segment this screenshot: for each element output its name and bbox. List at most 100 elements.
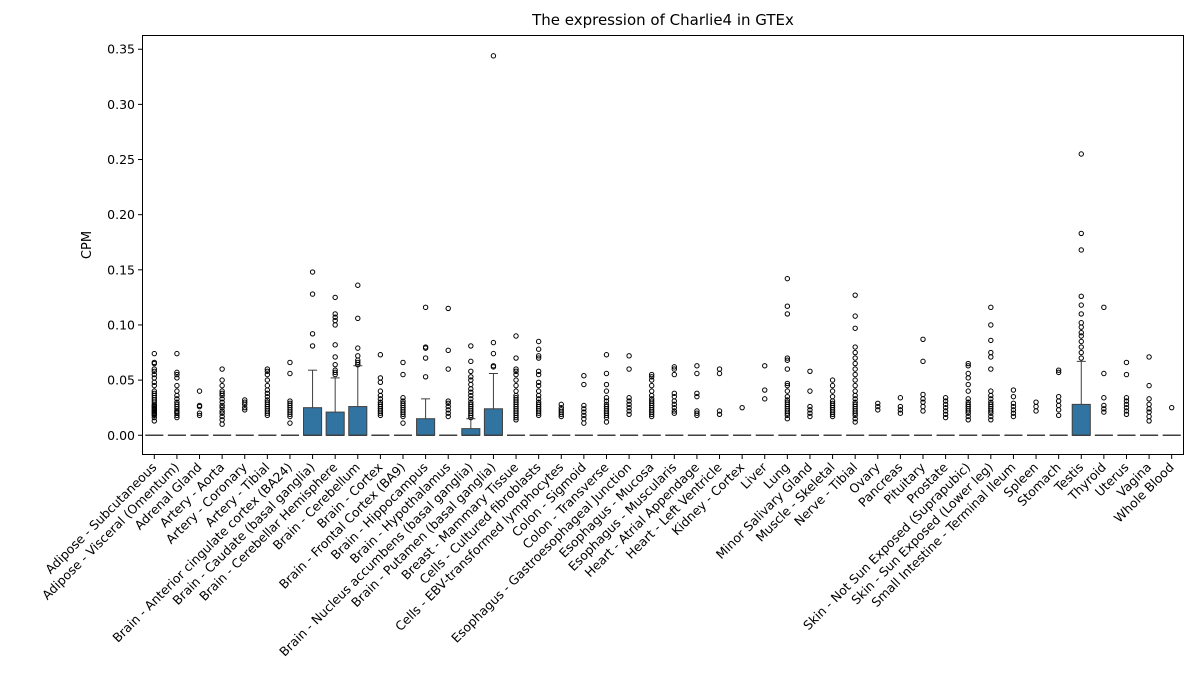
- outlier-point: [603, 388, 610, 394]
- outlier-point: [219, 396, 225, 402]
- outlier-point: [535, 396, 542, 402]
- outlier-point: [784, 303, 791, 309]
- outlier-point: [1078, 293, 1084, 299]
- outlier-point: [852, 388, 858, 394]
- outlier-point: [151, 366, 158, 372]
- outlier-point: [1055, 412, 1062, 419]
- outlier-point: [716, 370, 723, 377]
- outlier-point: [942, 404, 949, 411]
- outlier-point: [784, 382, 791, 389]
- outlier-point: [784, 388, 791, 394]
- outlier-point: [1078, 338, 1084, 345]
- outlier-point: [671, 364, 678, 370]
- outlier-point: [852, 371, 858, 378]
- outlier-point: [1123, 404, 1130, 411]
- outlier-point: [468, 377, 474, 383]
- outlier-point: [377, 401, 384, 408]
- outlier-point: [174, 350, 180, 357]
- outlier-point: [965, 375, 971, 381]
- outlier-point: [648, 374, 655, 380]
- outlier-point: [264, 399, 271, 405]
- outlier-point: [535, 338, 542, 345]
- outlier-point: [965, 363, 971, 369]
- outlier-point: [174, 382, 180, 389]
- outlier-point: [852, 377, 858, 383]
- outlier-point: [671, 371, 678, 378]
- outlier-point: [400, 359, 406, 366]
- outlier-point: [988, 401, 994, 408]
- outlier-point: [151, 418, 158, 424]
- outlier-point: [942, 395, 949, 401]
- outlier-point: [581, 412, 587, 419]
- outlier-point: [852, 325, 858, 331]
- box-group: [439, 305, 458, 437]
- outlier-point: [1146, 409, 1152, 415]
- outlier-point: [513, 395, 519, 401]
- outlier-point: [1101, 406, 1107, 412]
- outlier-point: [965, 396, 971, 402]
- outlier-point: [694, 363, 700, 369]
- outlier-point: [1146, 396, 1152, 402]
- box-group: [891, 395, 910, 437]
- outlier-point: [219, 399, 225, 405]
- outlier-point: [445, 407, 451, 413]
- outlier-point: [1146, 401, 1152, 408]
- x-tick-label: Adipose - Visceral (Omentum): [39, 460, 182, 603]
- outlier-point: [468, 401, 474, 408]
- outlier-point: [332, 311, 338, 317]
- y-axis: 0.00 0.05 0.10 0.15 0.20 0.25 0.30 0.35: [107, 42, 143, 443]
- outlier-point: [920, 403, 926, 410]
- outlier-point: [988, 354, 994, 360]
- outlier-point: [490, 339, 497, 346]
- outlier-point: [264, 377, 271, 383]
- outlier-point: [603, 395, 610, 401]
- outlier-point: [716, 366, 723, 372]
- outlier-point: [468, 343, 474, 349]
- outlier-point: [355, 359, 361, 366]
- box-group: [1117, 359, 1136, 437]
- outlier-point: [784, 393, 791, 400]
- outlier-point: [535, 388, 542, 394]
- outlier-point: [852, 360, 858, 367]
- outlier-point: [762, 363, 768, 369]
- outlier-point: [829, 382, 836, 389]
- box-group: [574, 372, 593, 437]
- outlier-point: [1078, 349, 1084, 356]
- outlier-point: [671, 366, 678, 372]
- outlier-point: [1055, 369, 1062, 376]
- outlier-point: [219, 408, 225, 414]
- outlier-point: [1101, 395, 1107, 401]
- outlier-point: [965, 388, 971, 394]
- outlier-point: [287, 359, 293, 366]
- outlier-point: [671, 404, 678, 411]
- outlier-point: [875, 403, 881, 410]
- outlier-point: [875, 407, 881, 413]
- outlier-point: [264, 368, 271, 374]
- outlier-point: [219, 402, 225, 409]
- outlier-point: [422, 344, 429, 350]
- outlier-point: [648, 371, 655, 378]
- outlier-point: [648, 388, 655, 394]
- outlier-point: [1123, 359, 1130, 366]
- outlier-point: [897, 407, 904, 413]
- outlier-point: [852, 419, 858, 425]
- y-tick-label: 0.20: [107, 207, 135, 222]
- outlier-point: [852, 416, 858, 422]
- outlier-point: [626, 366, 632, 372]
- outlier-point: [513, 368, 519, 374]
- outlier-point: [422, 355, 429, 361]
- outlier-point: [174, 375, 180, 381]
- box-group: [846, 292, 865, 437]
- box-group: [913, 336, 933, 437]
- outlier-point: [400, 400, 406, 406]
- outlier-point: [287, 420, 293, 426]
- outlier-point: [920, 399, 926, 405]
- box-group: [868, 400, 887, 437]
- box-group: [642, 371, 661, 437]
- outlier-point: [242, 404, 248, 411]
- outlier-point: [151, 382, 158, 389]
- outlier-point: [490, 350, 497, 357]
